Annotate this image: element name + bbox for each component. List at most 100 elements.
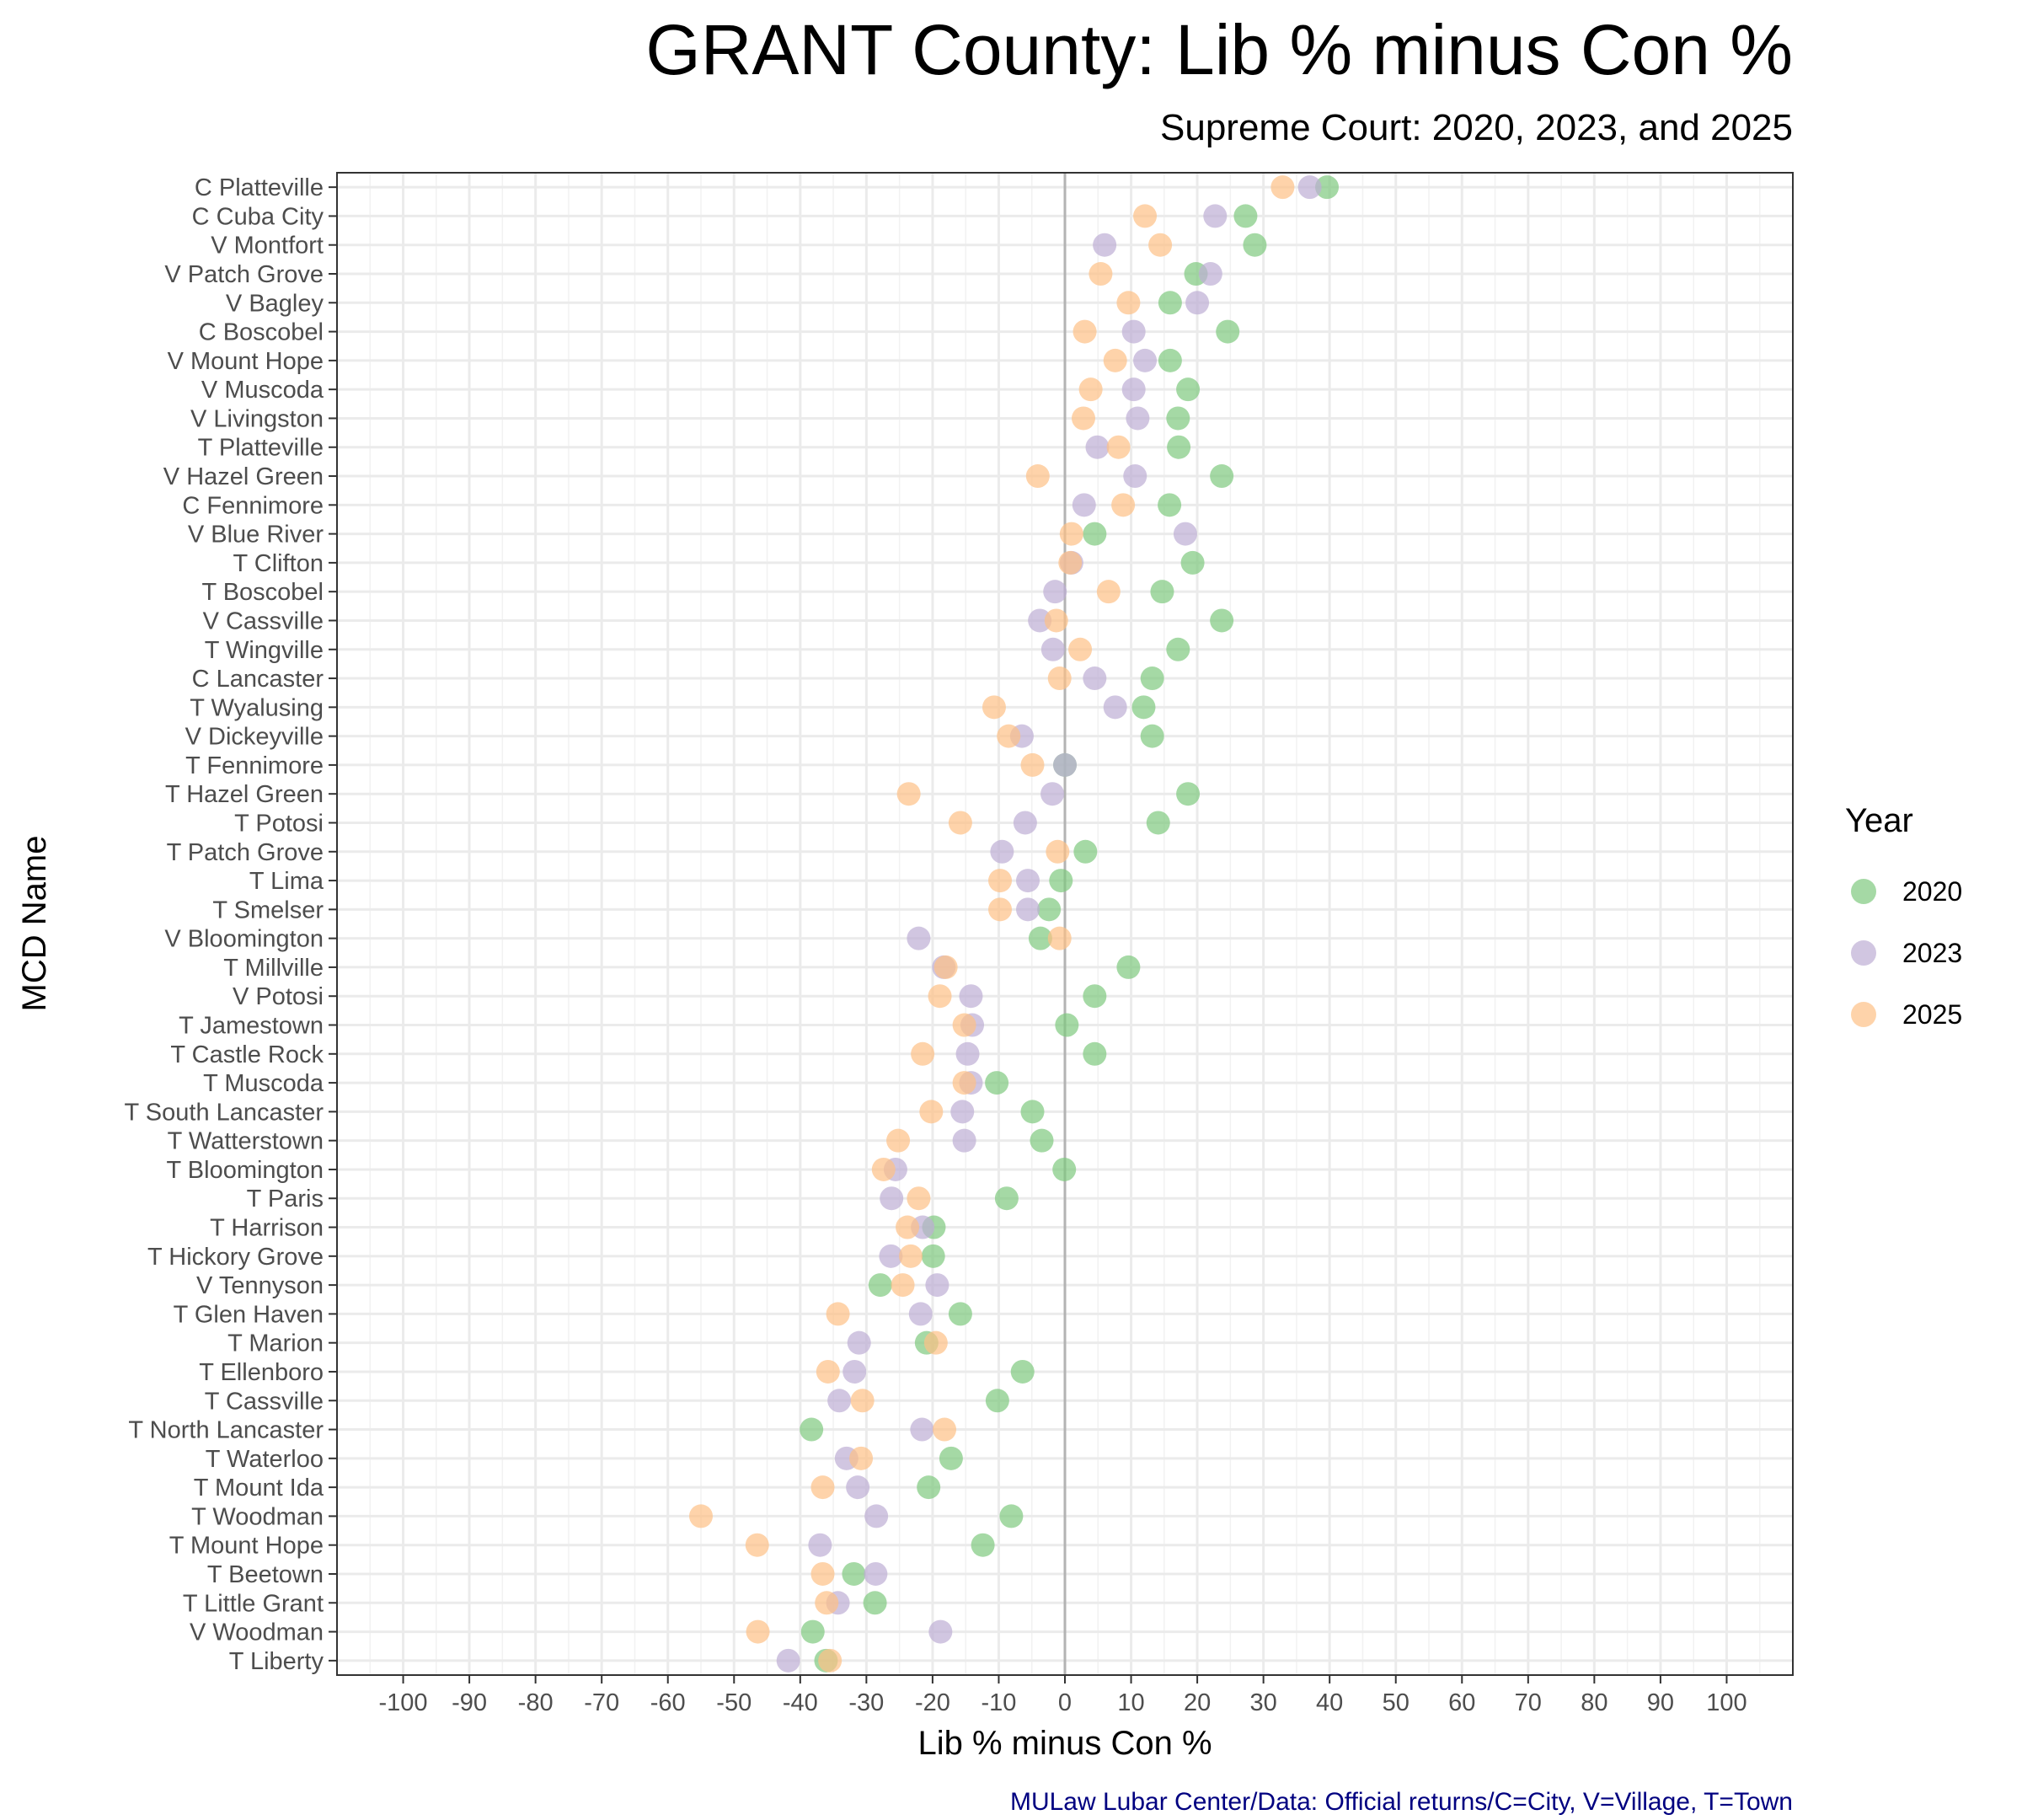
y-tick-label: T Potosi: [234, 810, 324, 837]
point-2025: [1103, 348, 1127, 372]
point-2025: [933, 955, 958, 979]
point-2020: [948, 1302, 972, 1326]
x-axis-title: Lib % minus Con %: [917, 1725, 1212, 1762]
point-2020: [1210, 608, 1234, 633]
point-2023: [776, 1648, 800, 1673]
point-2025: [928, 984, 952, 1009]
point-2020: [1140, 724, 1164, 748]
point-2023: [1040, 782, 1065, 806]
point-2025: [1089, 262, 1113, 286]
legend-key-2025: [1851, 1002, 1876, 1027]
point-2025: [982, 695, 1006, 720]
y-tick-label: V Livingston: [190, 405, 324, 432]
point-2023: [1028, 608, 1052, 633]
y-tick-label: T Hazel Green: [165, 781, 324, 808]
point-2025: [886, 1128, 911, 1153]
point-2020: [985, 1071, 1009, 1095]
y-tick-label: C Boscobel: [199, 319, 324, 346]
point-2025: [689, 1504, 713, 1528]
y-tick-label: T Woodman: [191, 1503, 324, 1530]
y-tick-label: T Bloomington: [167, 1157, 324, 1184]
y-tick-label: V Woodman: [190, 1619, 324, 1646]
y-tick-label: T Mount Hope: [169, 1533, 324, 1560]
y-tick-label: V Montfort: [211, 233, 324, 260]
point-2025: [1044, 608, 1068, 633]
legend-key-2023: [1851, 940, 1876, 966]
point-2020: [1030, 1128, 1054, 1153]
point-2025: [896, 782, 921, 806]
point-2025: [948, 811, 972, 835]
point-2023: [1121, 377, 1146, 402]
x-tick-label: 80: [1581, 1689, 1607, 1716]
point-2020: [1083, 1041, 1107, 1066]
y-tick-label: V Bloomington: [164, 926, 324, 953]
y-tick-label: C Lancaster: [192, 666, 324, 693]
point-2025: [988, 897, 1013, 922]
y-tick-label: T Harrison: [210, 1215, 324, 1242]
point-2025: [816, 1359, 840, 1384]
point-2020: [921, 1244, 945, 1268]
point-2023: [1083, 666, 1107, 691]
point-2025: [1096, 580, 1121, 604]
legend: Year 2020 2023 2025: [1845, 802, 1962, 1030]
x-tick-label: -60: [650, 1689, 686, 1716]
y-tick-label: T Castle Rock: [170, 1041, 324, 1068]
x-tick-label: 0: [1058, 1689, 1072, 1716]
point-2023: [1093, 233, 1117, 257]
legend-label-2020: 2020: [1902, 876, 1962, 907]
point-2023: [908, 1302, 933, 1326]
point-2020: [1166, 406, 1190, 431]
point-2020: [994, 1186, 1019, 1211]
y-tick-label: T Paris: [247, 1186, 324, 1212]
point-2020: [1049, 869, 1073, 893]
y-tick-label: T Marion: [227, 1330, 324, 1357]
point-2025: [911, 1041, 935, 1066]
point-2020: [842, 1561, 866, 1586]
point-2023: [827, 1389, 852, 1413]
y-tick-label: T North Lancaster: [128, 1417, 324, 1444]
point-2020: [999, 1504, 1024, 1528]
legend-items: 2020 2023 2025: [1851, 876, 1962, 1030]
point-2025: [1106, 435, 1131, 459]
point-2023: [880, 1186, 904, 1211]
point-2023: [1126, 406, 1150, 431]
point-2025: [923, 1330, 948, 1355]
point-2020: [1158, 493, 1182, 517]
point-2023: [847, 1330, 871, 1355]
point-2023: [846, 1475, 870, 1500]
point-2020: [1116, 955, 1141, 979]
y-tick-label: T Lima: [249, 868, 324, 895]
point-2025: [1071, 406, 1095, 431]
point-2023: [1085, 435, 1110, 459]
y-tick-label: V Cassville: [203, 608, 324, 634]
point-2025: [1058, 550, 1083, 575]
y-tick-label: T Waterloo: [206, 1446, 324, 1473]
y-tick-label: T Liberty: [229, 1648, 324, 1675]
point-2020: [1140, 666, 1164, 691]
point-2025: [746, 1619, 770, 1644]
point-2023: [864, 1561, 888, 1586]
y-tick-label: V Muscoda: [201, 377, 324, 404]
point-2025: [898, 1244, 923, 1268]
point-2023: [1072, 493, 1096, 517]
point-2023: [950, 1100, 975, 1124]
point-2023: [1103, 695, 1127, 720]
y-tick-label: T Watterstown: [168, 1128, 324, 1155]
y-tick-label: V Dickeyville: [185, 724, 324, 751]
point-2020: [868, 1273, 892, 1298]
x-tick-label: 40: [1316, 1689, 1343, 1716]
point-2020: [800, 1417, 824, 1442]
point-2020: [1010, 1359, 1035, 1384]
y-tick-label: V Tennyson: [196, 1272, 324, 1299]
point-2025: [850, 1389, 875, 1413]
point-2025: [919, 1100, 944, 1124]
y-tick-label: T Clifton: [233, 550, 324, 577]
point-2023: [1016, 897, 1040, 922]
point-2025: [1020, 752, 1045, 777]
point-2025: [997, 724, 1021, 748]
x-tick-label: 100: [1706, 1689, 1747, 1716]
point-2025: [896, 1215, 920, 1239]
point-2023: [990, 839, 1014, 864]
point-2023: [907, 926, 931, 950]
point-2025: [1133, 204, 1158, 228]
